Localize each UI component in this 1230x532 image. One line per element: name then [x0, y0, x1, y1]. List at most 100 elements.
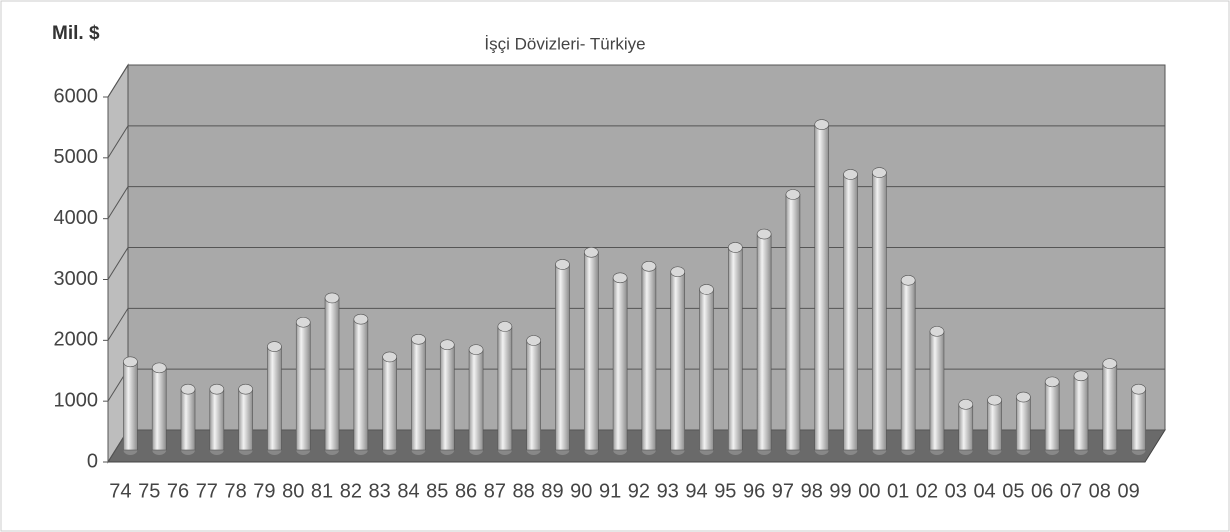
y-tick-label: 5000	[54, 146, 99, 168]
bar	[612, 272, 628, 455]
y-tick-label: 6000	[54, 85, 99, 107]
chart-title: İşçi Dövizleri- Türkiye	[484, 34, 645, 53]
bar-top	[929, 326, 945, 337]
bar	[526, 335, 541, 455]
x-tick-label: 76	[167, 480, 189, 502]
bar-body	[756, 233, 772, 451]
x-tick-label: 89	[541, 480, 563, 502]
bar-top	[670, 266, 686, 278]
bar-body	[497, 326, 513, 451]
bar	[180, 383, 196, 455]
bar	[353, 313, 369, 455]
bar-top	[180, 383, 196, 395]
bar-body	[1044, 381, 1060, 451]
bar-top	[900, 274, 916, 286]
bar-body	[900, 279, 916, 451]
x-tick-label: 80	[282, 480, 304, 502]
bar-top	[641, 260, 657, 272]
x-tick-label: 97	[772, 480, 794, 502]
bar-body	[612, 277, 628, 451]
bar	[987, 394, 1002, 455]
bar-body	[439, 344, 455, 451]
bar-body	[872, 172, 887, 451]
bar-body	[958, 404, 974, 451]
bar-top	[382, 351, 397, 363]
bar	[1016, 391, 1031, 455]
bar	[785, 189, 801, 455]
x-tick-label: 07	[1060, 480, 1082, 502]
bar-top	[1044, 376, 1060, 388]
bar-body	[180, 388, 196, 451]
bar	[439, 339, 455, 455]
y-tick-label: 0	[87, 450, 98, 472]
bar	[238, 383, 253, 455]
y-tick-label: 1000	[54, 389, 99, 411]
side-grid-line	[107, 125, 129, 159]
x-tick-label: 05	[1002, 480, 1024, 502]
x-tick-label: 98	[801, 480, 823, 502]
bar	[382, 351, 397, 455]
bar	[123, 356, 138, 455]
bar-body	[411, 338, 426, 451]
bar-top	[468, 344, 484, 355]
bar-body	[1016, 396, 1031, 451]
bar-body	[267, 346, 282, 451]
bar-top	[1016, 391, 1031, 403]
x-tick-label: 03	[945, 480, 967, 502]
bar-body	[209, 388, 225, 451]
x-tick-label: 08	[1089, 480, 1111, 502]
bar	[267, 341, 282, 455]
x-tick-label: 77	[196, 480, 218, 502]
x-tick-label: 91	[599, 480, 621, 502]
bar-top	[497, 321, 513, 332]
bar	[699, 284, 714, 455]
bar	[411, 333, 426, 455]
x-tick-label: 82	[340, 480, 362, 502]
bar	[324, 292, 340, 455]
x-tick-label: 83	[369, 480, 391, 502]
bar-top	[1073, 370, 1089, 382]
bar-body	[324, 297, 340, 451]
bar-body	[583, 251, 599, 451]
bar	[670, 266, 686, 455]
bar-body	[785, 194, 801, 451]
x-tick-label: 95	[714, 480, 736, 502]
x-tick-label: 06	[1031, 480, 1053, 502]
bar	[497, 321, 513, 455]
bar-top	[1102, 358, 1118, 369]
bar-top	[353, 313, 369, 325]
bar	[209, 383, 225, 455]
bar	[555, 259, 570, 455]
bar-top	[324, 292, 340, 304]
bar	[1102, 358, 1118, 455]
x-tick-label: 93	[657, 480, 679, 502]
bar-top	[526, 335, 541, 346]
bar-body	[353, 318, 369, 451]
bar-top	[958, 399, 974, 410]
bar-body	[1102, 363, 1118, 451]
bar-body	[151, 367, 167, 451]
x-tick-label: 87	[484, 480, 506, 502]
bar-body	[814, 124, 830, 451]
bar	[583, 246, 599, 455]
bar-body	[123, 361, 138, 451]
bar-body	[468, 349, 484, 451]
x-tick-label: 85	[426, 480, 448, 502]
x-tick-label: 04	[973, 480, 995, 502]
bar-top	[209, 383, 225, 395]
bar-body	[526, 340, 541, 451]
x-tick-label: 92	[628, 480, 650, 502]
bar	[1131, 383, 1146, 455]
bar-top	[583, 246, 599, 258]
bar-body	[670, 271, 686, 451]
x-tick-label: 09	[1117, 480, 1139, 502]
bar-body	[295, 321, 311, 451]
bar	[814, 119, 830, 455]
bar	[468, 344, 484, 455]
x-tick-label: 88	[513, 480, 535, 502]
bar-top	[843, 169, 858, 180]
bar-body	[238, 388, 253, 451]
x-tick-label: 02	[916, 480, 938, 502]
x-tick-label: 79	[253, 480, 275, 502]
x-tick-label: 75	[138, 480, 160, 502]
